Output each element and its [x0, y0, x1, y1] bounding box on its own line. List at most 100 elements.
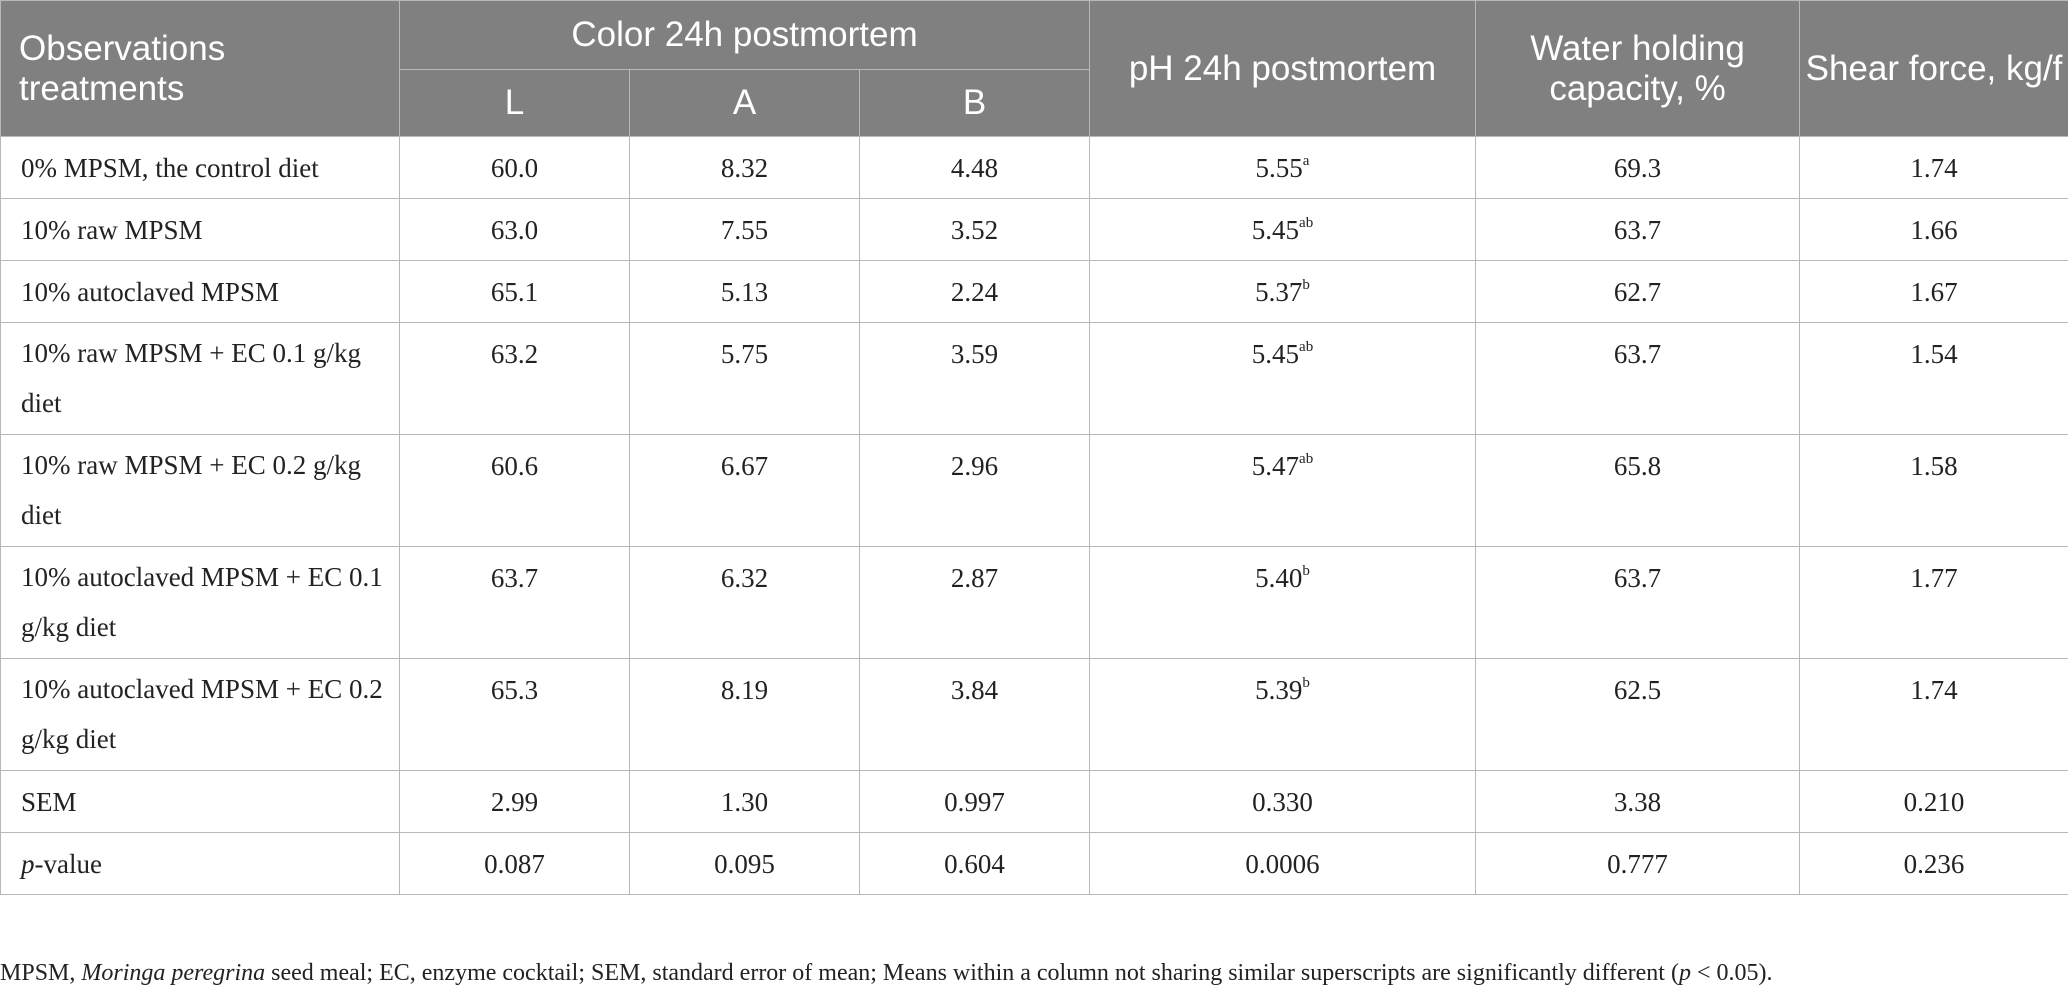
cell-b: 2.96 [858, 434, 1091, 547]
row-label: 10% raw MPSM + EC 0.2 g/kg diet [0, 434, 400, 547]
results-table: Observations treatments Color 24h postmo… [0, 0, 2068, 895]
table-row: p-value 0.087 0.095 0.604 0.0006 0.777 0… [0, 832, 2068, 895]
cell-ph: 5.39b [1089, 658, 1477, 771]
footnote-p: p [1678, 960, 1691, 986]
ph-value: 5.40 [1255, 563, 1303, 593]
table-row: 0% MPSM, the control diet 60.0 8.32 4.48… [0, 136, 2068, 199]
header-color-a: A [629, 69, 860, 137]
ph-value: 5.47 [1251, 451, 1300, 481]
cell-a: 5.13 [629, 260, 860, 323]
cell-whc: 65.8 [1475, 434, 1801, 547]
cell-whc: 62.7 [1475, 260, 1801, 323]
ph-value: 5.45 [1251, 215, 1300, 245]
footnote-text: seed meal; EC, enzyme cocktail; SEM, sta… [265, 960, 1679, 986]
footnote-text: < 0.05). [1690, 960, 1773, 986]
cell-b: 2.87 [858, 546, 1091, 659]
ph-value: 5.37 [1255, 277, 1303, 307]
cell-whc: 62.5 [1475, 658, 1801, 771]
row-label: 0% MPSM, the control diet [0, 136, 400, 199]
ph-superscript: ab [1299, 215, 1314, 231]
cell-a: 8.19 [629, 658, 860, 771]
header-ph: pH 24h postmortem [1089, 0, 1477, 137]
header-whc: Water holding capacity, % [1475, 0, 1801, 137]
cell-b: 3.59 [858, 322, 1091, 435]
cell-a: 5.75 [629, 322, 860, 435]
cell-shear: 1.74 [1799, 136, 2068, 199]
cell-shear: 1.58 [1799, 434, 2068, 547]
row-label: SEM [0, 770, 400, 833]
cell-b: 3.84 [858, 658, 1091, 771]
p-italic: p [21, 849, 35, 879]
ph-value: 0.0006 [1245, 849, 1320, 879]
cell-b: 0.997 [858, 770, 1091, 833]
cell-ph: 5.45ab [1089, 198, 1477, 261]
cell-ph: 5.55a [1089, 136, 1477, 199]
cell-l: 63.7 [399, 546, 630, 659]
row-label: 10% autoclaved MPSM [0, 260, 400, 323]
ph-superscript: b [1302, 675, 1310, 691]
cell-shear: 1.67 [1799, 260, 2068, 323]
cell-whc: 0.777 [1475, 832, 1801, 895]
ph-superscript: ab [1299, 451, 1314, 467]
footnote-species: Moringa peregrina [81, 960, 266, 986]
cell-b: 0.604 [858, 832, 1091, 895]
cell-ph: 0.330 [1089, 770, 1477, 833]
ph-value: 5.39 [1255, 675, 1303, 705]
ph-superscript: a [1302, 153, 1310, 169]
cell-shear: 1.74 [1799, 658, 2068, 771]
row-label: 10% autoclaved MPSM + EC 0.1 g/kg diet [0, 546, 400, 659]
row-label: p-value [0, 832, 400, 895]
cell-a: 6.67 [629, 434, 860, 547]
cell-whc: 63.7 [1475, 546, 1801, 659]
cell-ph: 5.45ab [1089, 322, 1477, 435]
cell-ph: 5.40b [1089, 546, 1477, 659]
cell-a: 6.32 [629, 546, 860, 659]
cell-l: 0.087 [399, 832, 630, 895]
cell-shear: 1.77 [1799, 546, 2068, 659]
ph-superscript: ab [1299, 339, 1314, 355]
table-row: 10% raw MPSM 63.0 7.55 3.52 5.45ab 63.7 … [0, 198, 2068, 261]
table-row: 10% autoclaved MPSM + EC 0.1 g/kg diet 6… [0, 546, 2068, 659]
table-row: SEM 2.99 1.30 0.997 0.330 3.38 0.210 [0, 770, 2068, 833]
cell-ph: 5.37b [1089, 260, 1477, 323]
cell-b: 3.52 [858, 198, 1091, 261]
cell-shear: 0.236 [1799, 832, 2068, 895]
row-label: 10% raw MPSM [0, 198, 400, 261]
header-color-l: L [399, 69, 630, 137]
header-treatments: Observations treatments [0, 0, 400, 137]
table-row: 10% raw MPSM + EC 0.1 g/kg diet 63.2 5.7… [0, 322, 2068, 435]
header-shear: Shear force, kg/f [1799, 0, 2068, 137]
cell-ph: 0.0006 [1089, 832, 1477, 895]
cell-shear: 1.66 [1799, 198, 2068, 261]
ph-value: 0.330 [1252, 787, 1313, 817]
row-label: 10% raw MPSM + EC 0.1 g/kg diet [0, 322, 400, 435]
cell-whc: 63.7 [1475, 322, 1801, 435]
cell-a: 7.55 [629, 198, 860, 261]
cell-l: 63.0 [399, 198, 630, 261]
header-color-b: B [858, 69, 1091, 137]
table-row: 10% autoclaved MPSM + EC 0.2 g/kg diet 6… [0, 658, 2068, 771]
cell-whc: 63.7 [1475, 198, 1801, 261]
ph-value: 5.45 [1251, 339, 1300, 369]
table-row: 10% autoclaved MPSM 65.1 5.13 2.24 5.37b… [0, 260, 2068, 323]
cell-a: 1.30 [629, 770, 860, 833]
cell-b: 4.48 [858, 136, 1091, 199]
cell-shear: 1.54 [1799, 322, 2068, 435]
footnote-text: MPSM, [0, 960, 82, 986]
row-label: 10% autoclaved MPSM + EC 0.2 g/kg diet [0, 658, 400, 771]
cell-b: 2.24 [858, 260, 1091, 323]
cell-l: 60.6 [399, 434, 630, 547]
p-value-label: -value [34, 849, 102, 879]
ph-superscript: b [1302, 563, 1310, 579]
cell-l: 65.1 [399, 260, 630, 323]
cell-shear: 0.210 [1799, 770, 2068, 833]
ph-superscript: b [1302, 277, 1310, 293]
cell-l: 2.99 [399, 770, 630, 833]
cell-a: 8.32 [629, 136, 860, 199]
header-color-group: Color 24h postmortem [398, 0, 1091, 70]
cell-l: 60.0 [399, 136, 630, 199]
cell-ph: 5.47ab [1089, 434, 1477, 547]
table-footnote: MPSM, Moringa peregrina seed meal; EC, e… [0, 960, 2068, 987]
cell-a: 0.095 [629, 832, 860, 895]
cell-whc: 3.38 [1475, 770, 1801, 833]
